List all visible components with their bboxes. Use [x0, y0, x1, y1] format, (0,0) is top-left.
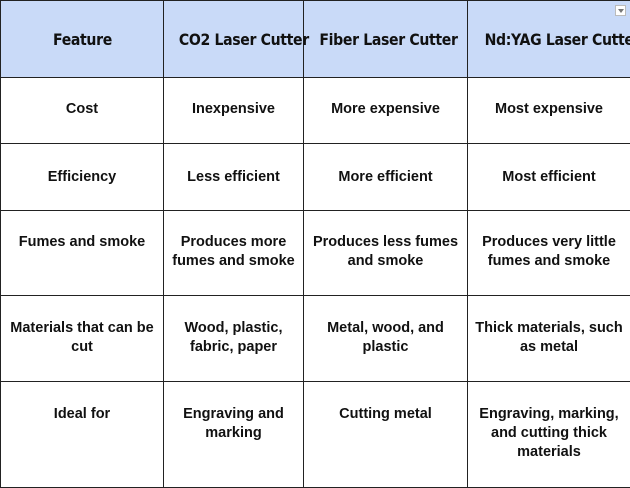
table-cell[interactable]: Wood, plastic, fabric, paper [163, 295, 304, 382]
table-cell[interactable]: Inexpensive [163, 77, 304, 144]
header-cell-feature[interactable]: Feature [0, 0, 164, 78]
table-cell[interactable]: Efficiency [0, 143, 164, 211]
header-cell-co2[interactable]: CO2 Laser Cutter [163, 0, 309, 78]
table-cell[interactable]: Cutting metal [303, 381, 468, 488]
table-row: Ideal for Engraving and marking Cutting … [0, 381, 630, 488]
table-cell[interactable]: Thick materials, such as metal [467, 295, 630, 382]
table-cell[interactable]: Metal, wood, and plastic [303, 295, 468, 382]
table-row: Efficiency Less efficient More efficient… [0, 143, 630, 211]
table-cell[interactable]: Less efficient [163, 143, 304, 211]
table-cell[interactable]: Produces very little fumes and smoke [467, 210, 630, 296]
header-label: Nd:YAG Laser Cutter [484, 29, 630, 49]
table-cell[interactable]: Most efficient [467, 143, 630, 211]
table-cell[interactable]: Produces more fumes and smoke [163, 210, 304, 296]
table-cell[interactable]: Engraving, marking, and cutting thick ma… [467, 381, 630, 488]
table-row: Cost Inexpensive More expensive Most exp… [0, 77, 630, 144]
table-row: Materials that can be cut Wood, plastic,… [0, 295, 630, 382]
table-cell[interactable]: Produces less fumes and smoke [303, 210, 468, 296]
table-cell[interactable]: Materials that can be cut [0, 295, 164, 382]
table-row: Fumes and smoke Produces more fumes and … [0, 210, 630, 296]
table-cell[interactable]: More expensive [303, 77, 468, 144]
header-row: Feature CO2 Laser Cutter Fiber Laser Cut… [0, 0, 630, 78]
header-label: CO2 Laser Cutter [178, 29, 309, 49]
table-cell[interactable]: Ideal for [0, 381, 164, 488]
header-label: Feature [52, 29, 112, 49]
table-cell[interactable]: Engraving and marking [163, 381, 304, 488]
table-cell[interactable]: Most expensive [467, 77, 630, 144]
table-cell[interactable]: Cost [0, 77, 164, 144]
header-cell-fiber[interactable]: Fiber Laser Cutter [303, 0, 468, 78]
table-cell[interactable]: More efficient [303, 143, 468, 211]
header-cell-ndyag[interactable]: Nd:YAG Laser Cutter [467, 0, 630, 78]
table-cell[interactable]: Fumes and smoke [0, 210, 164, 296]
dropdown-arrow-icon[interactable] [615, 5, 626, 16]
header-label: Fiber Laser Cutter [319, 29, 458, 49]
